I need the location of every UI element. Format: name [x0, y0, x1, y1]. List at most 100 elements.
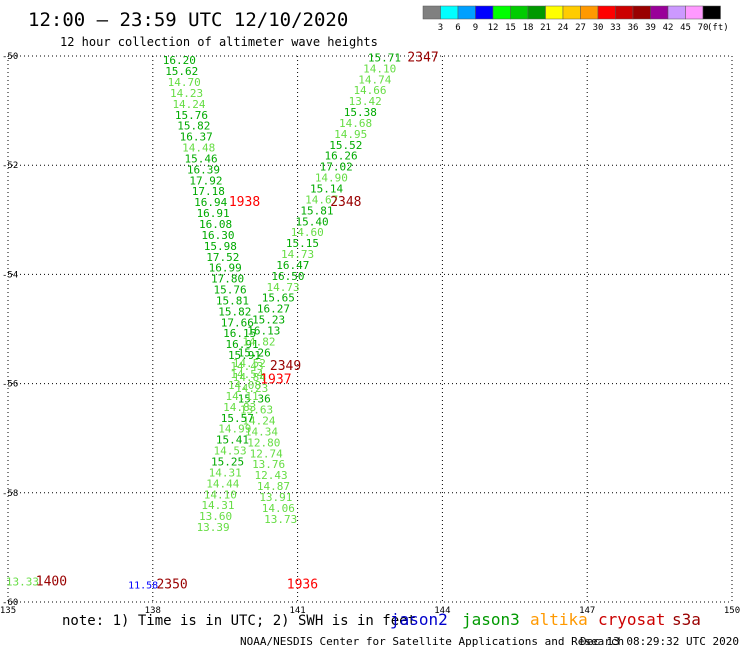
legend-entry-jason2: jason2 [390, 610, 448, 629]
colorbar-tick-label: 27 [575, 23, 586, 33]
colorbar-swatch [457, 5, 476, 20]
swh-value-label: 16.99 [209, 262, 242, 275]
swh-value-label: 14.67 [305, 193, 338, 206]
colorbar-tick-label: 42 [663, 23, 674, 33]
colorbar-swatch [440, 5, 459, 20]
swh-value-label: 16.08 [199, 218, 232, 231]
swh-value-label: 16.91 [226, 338, 259, 351]
swh-value-label: 16.27 [257, 303, 290, 316]
pass-time-label: 2347 [407, 50, 438, 65]
colorbar-swatch [545, 5, 564, 20]
colorbar-unit: (ft) [707, 23, 729, 33]
swh-value-label: 11.58 [128, 580, 158, 591]
pass-time-label: 1400 [36, 575, 67, 590]
swh-value-label: 15.71 [368, 51, 401, 64]
swh-value-label: 16.30 [201, 229, 234, 242]
swh-value-label: 16.94 [194, 196, 227, 209]
swh-value-label: 14.74 [358, 73, 391, 86]
colorbar-tick-label: 15 [505, 23, 516, 33]
lat-tick-label: -54 [2, 270, 18, 280]
swh-value-label: 14.24 [172, 98, 205, 111]
swh-value-label: 16.91 [197, 207, 230, 220]
swh-value-label: 16.13 [247, 324, 280, 337]
colorbar-legend: 3 6 9 12 15 18 21 24 27 30 33 36 39 42 45 70(ft) [422, 5, 729, 33]
colorbar-tick-label: 12 [488, 23, 499, 33]
swh-value-label: 15.62 [165, 65, 198, 78]
page-title: 12:00 — 23:59 UTC 12/10/2020 [28, 9, 348, 31]
swh-value-label: 15.46 [185, 152, 218, 165]
swh-value-label: 17.66 [221, 316, 254, 329]
data-points: 16.2015.6214.7014.2314.2415.7615.8216.37… [6, 51, 401, 591]
swh-value-label: 15.40 [296, 215, 329, 228]
swh-value-label: 14.11 [226, 390, 259, 403]
swh-value-label: 17.80 [211, 273, 244, 286]
swh-value-label: 14.87 [257, 480, 290, 493]
swh-value-label: 14.54 [230, 368, 263, 381]
swh-value-label: 15.15 [286, 237, 319, 250]
colorbar-swatch [422, 5, 441, 20]
pass-time-label: 2350 [156, 577, 187, 592]
colorbar-swatch [650, 5, 669, 20]
lat-tick-label: -60 [2, 598, 18, 608]
swh-value-label: 14.95 [334, 128, 367, 141]
colorbar-swatch [492, 5, 511, 20]
pass-time-label: 1938 [229, 195, 260, 210]
swh-value-label: 14.10 [204, 488, 237, 501]
swh-value-label: 16.15 [223, 327, 256, 340]
swh-value-label: 14.08 [228, 379, 261, 392]
colorbar-tick-label: 33 [610, 23, 621, 33]
pass-time-label: 1937 [260, 373, 291, 388]
colorbar-tick-label: 9 [473, 23, 478, 33]
swh-value-label: 14.90 [315, 172, 348, 185]
colorbar-swatch [475, 5, 494, 20]
swh-value-label: 16.37 [180, 131, 213, 144]
swh-value-label: 15.36 [238, 393, 271, 406]
colorbar-tick-label: 21 [540, 23, 551, 33]
swh-value-label: 17.02 [320, 161, 353, 174]
swh-value-label: 17.18 [192, 185, 225, 198]
swh-value-label: 12.80 [247, 436, 280, 449]
swh-value-label: 15.38 [344, 106, 377, 119]
swh-value-label: 14.70 [168, 76, 201, 89]
swh-value-label: 13.91 [259, 491, 292, 504]
colorbar-swatch [510, 5, 529, 20]
lon-tick-label: 141 [289, 606, 305, 616]
colorbar-tick-label: 18 [523, 23, 534, 33]
swh-value-label: 14.53 [213, 445, 246, 458]
colorbar-tick-label: 36 [628, 23, 639, 33]
colorbar-swatch [702, 5, 721, 20]
colorbar-swatch [632, 5, 651, 20]
swh-value-label: 13.60 [199, 510, 232, 523]
legend-entry-altika: altika [530, 610, 588, 629]
lat-tick-label: -56 [2, 380, 18, 390]
swh-value-label: 14.68 [339, 117, 372, 130]
swh-value-label: 15.98 [204, 240, 237, 253]
swh-value-label: 15.14 [310, 183, 343, 196]
swh-value-label: 14.84 [233, 371, 266, 384]
swh-value-label: 16.47 [276, 259, 309, 272]
footer-timestamp: Dec 13 08:29:32 UTC 2020 [580, 635, 739, 648]
colorbar-tick-label: 24 [558, 23, 569, 33]
swh-value-label: 14.83 [223, 401, 256, 414]
swh-value-label: 16.39 [187, 163, 220, 176]
swh-value-label: 15.25 [211, 456, 244, 469]
colorbar-swatch [597, 5, 616, 20]
swh-value-label: 14.73 [267, 281, 300, 294]
swh-value-label: 14.31 [209, 466, 242, 479]
legend-entry-jason3: jason3 [462, 610, 520, 629]
swh-value-label: 13.76 [252, 458, 285, 471]
lon-tick-label: 147 [579, 606, 595, 616]
swh-value-label: 13.73 [264, 513, 297, 526]
swh-value-label: 12.43 [254, 469, 287, 482]
lon-tick-label: 135 [0, 606, 16, 616]
swh-value-label: 14.82 [242, 335, 275, 348]
swh-value-label: 16.50 [271, 270, 304, 283]
swh-value-label: 17.52 [206, 251, 239, 264]
swh-value-label: 14.44 [206, 477, 239, 490]
colorbar-tick-label: 39 [645, 23, 656, 33]
swh-value-label: 17.92 [189, 174, 222, 187]
swh-value-label: 14.99 [218, 423, 251, 436]
swh-value-label: 15.81 [216, 294, 249, 307]
